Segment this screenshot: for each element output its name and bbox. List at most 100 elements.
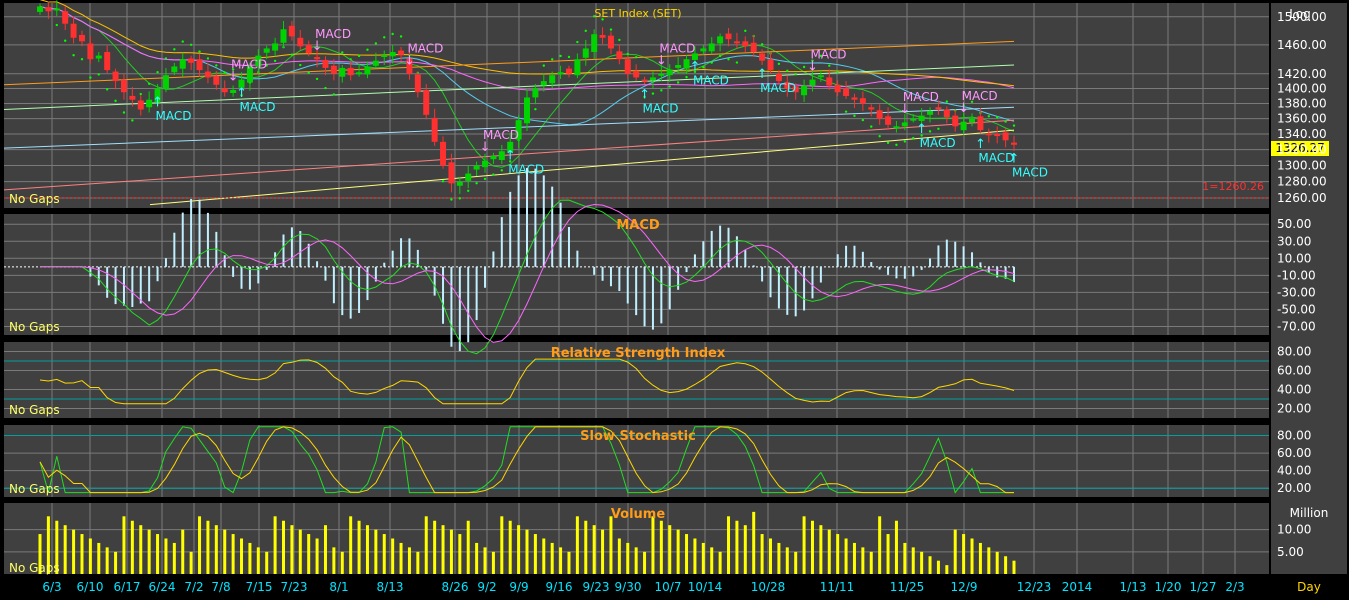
volume-bar — [114, 551, 118, 574]
x-tick-label: 2/3 — [1225, 580, 1244, 594]
x-tick-label: 11/25 — [890, 580, 925, 594]
candle-body — [112, 71, 119, 82]
price-y-tick-label: 1280.00 — [1277, 175, 1327, 189]
volume-bar — [794, 551, 798, 574]
indicator-y-tick-label: 50.00 — [1277, 217, 1311, 231]
price-y-tick-label: 1460.00 — [1277, 38, 1327, 52]
volume-bar — [785, 547, 789, 574]
sar-dot — [937, 127, 940, 130]
x-tick-label: 7/15 — [246, 580, 273, 594]
volume-bar — [273, 516, 277, 574]
candle-body — [213, 75, 220, 85]
candle-body — [87, 43, 94, 60]
volume-bar — [659, 520, 663, 574]
volume-bar — [240, 538, 244, 574]
volume-bar — [307, 534, 311, 574]
volume-bar — [760, 534, 764, 574]
sar-dot — [290, 53, 294, 56]
volume-bar — [500, 516, 504, 574]
rsi-title: Relative Strength Index — [551, 346, 726, 361]
volume-bar — [601, 529, 605, 574]
volume-bar — [97, 542, 101, 574]
volume-bar — [962, 534, 966, 574]
volume-bar — [340, 551, 344, 574]
sar-dot — [147, 82, 151, 85]
indicator-y-tick-label: -10.00 — [1277, 268, 1316, 282]
buy-arrow: ↑ — [639, 88, 650, 103]
indicator-y-tick-label: 80.00 — [1277, 429, 1311, 443]
sar-dot — [72, 54, 75, 57]
sar-dot — [618, 38, 621, 42]
candle-body — [994, 134, 1001, 137]
volume-bar — [491, 551, 495, 574]
price-y-tick-label: 1340.00 — [1277, 127, 1327, 141]
macd-title: MACD — [616, 218, 660, 233]
volume-bar — [139, 525, 143, 574]
candle-body — [633, 70, 640, 78]
volume-title: Volume — [611, 507, 666, 522]
candle-body — [196, 59, 203, 71]
candle-body — [423, 89, 430, 115]
sar-dot — [1004, 120, 1007, 123]
sar-dot — [240, 94, 243, 97]
sar-dot — [760, 43, 764, 46]
volume-bar — [777, 542, 781, 574]
sar-dot — [441, 180, 445, 183]
indicator-y-tick-label: -30.00 — [1277, 285, 1316, 299]
sar-dot — [928, 130, 932, 133]
volume-bar — [685, 534, 689, 574]
volume-bar — [769, 538, 772, 574]
sar-dot — [181, 40, 184, 43]
sar-dot — [534, 108, 537, 111]
stochastic-d-line — [39, 426, 1014, 494]
candle-body — [137, 100, 144, 110]
x-tick-label: 11/11 — [820, 580, 855, 594]
volume-bar — [752, 511, 756, 574]
sar-dot — [198, 50, 201, 53]
buy-arrow: ↑ — [975, 137, 986, 152]
candle-body — [238, 79, 245, 88]
buy-signal-label: MACD — [156, 109, 192, 123]
volume-bar — [810, 520, 814, 574]
buy-arrow: ↑ — [916, 122, 927, 137]
sar-dot — [315, 77, 319, 81]
volume-bar — [567, 551, 571, 574]
candle-body — [473, 165, 480, 170]
volume-bar — [105, 547, 109, 574]
volume-units-label: Million — [1290, 506, 1329, 520]
candle-body — [356, 72, 363, 75]
candle-body — [456, 181, 463, 186]
volume-bar — [181, 529, 185, 574]
stochastic-k-line — [39, 426, 1014, 494]
indicator-y-tick-label: 60.00 — [1277, 364, 1311, 378]
candle-body — [943, 109, 950, 118]
candle-body — [372, 60, 379, 66]
candle-body — [1002, 132, 1009, 141]
candle-body — [801, 85, 808, 96]
sar-dot — [475, 182, 478, 185]
no-gaps-label-macd: No Gaps — [9, 320, 60, 334]
sar-dot — [651, 92, 655, 95]
candle-body — [708, 43, 715, 52]
candle-body — [750, 42, 757, 53]
macd-line — [40, 199, 1015, 355]
last-price-box — [1271, 141, 1329, 156]
x-tick-label: 10/7 — [655, 580, 682, 594]
sar-dot — [450, 198, 453, 201]
ma-short-line — [39, 5, 1015, 168]
no-gaps-label-price: No Gaps — [9, 192, 60, 206]
volume-bar — [265, 551, 269, 574]
sar-dot — [861, 118, 865, 122]
candle-body — [398, 50, 405, 55]
volume-bar — [399, 542, 403, 574]
sar-dot — [895, 143, 898, 147]
candle-body — [255, 55, 262, 67]
volume-bar — [416, 551, 420, 574]
candle-body — [658, 73, 665, 76]
candle-body — [927, 111, 934, 115]
volume-bar — [617, 538, 621, 574]
candle-body — [851, 97, 858, 100]
volume-bar — [349, 516, 353, 574]
indicator-y-tick-label: 60.00 — [1277, 446, 1311, 460]
candle-body — [389, 52, 396, 57]
